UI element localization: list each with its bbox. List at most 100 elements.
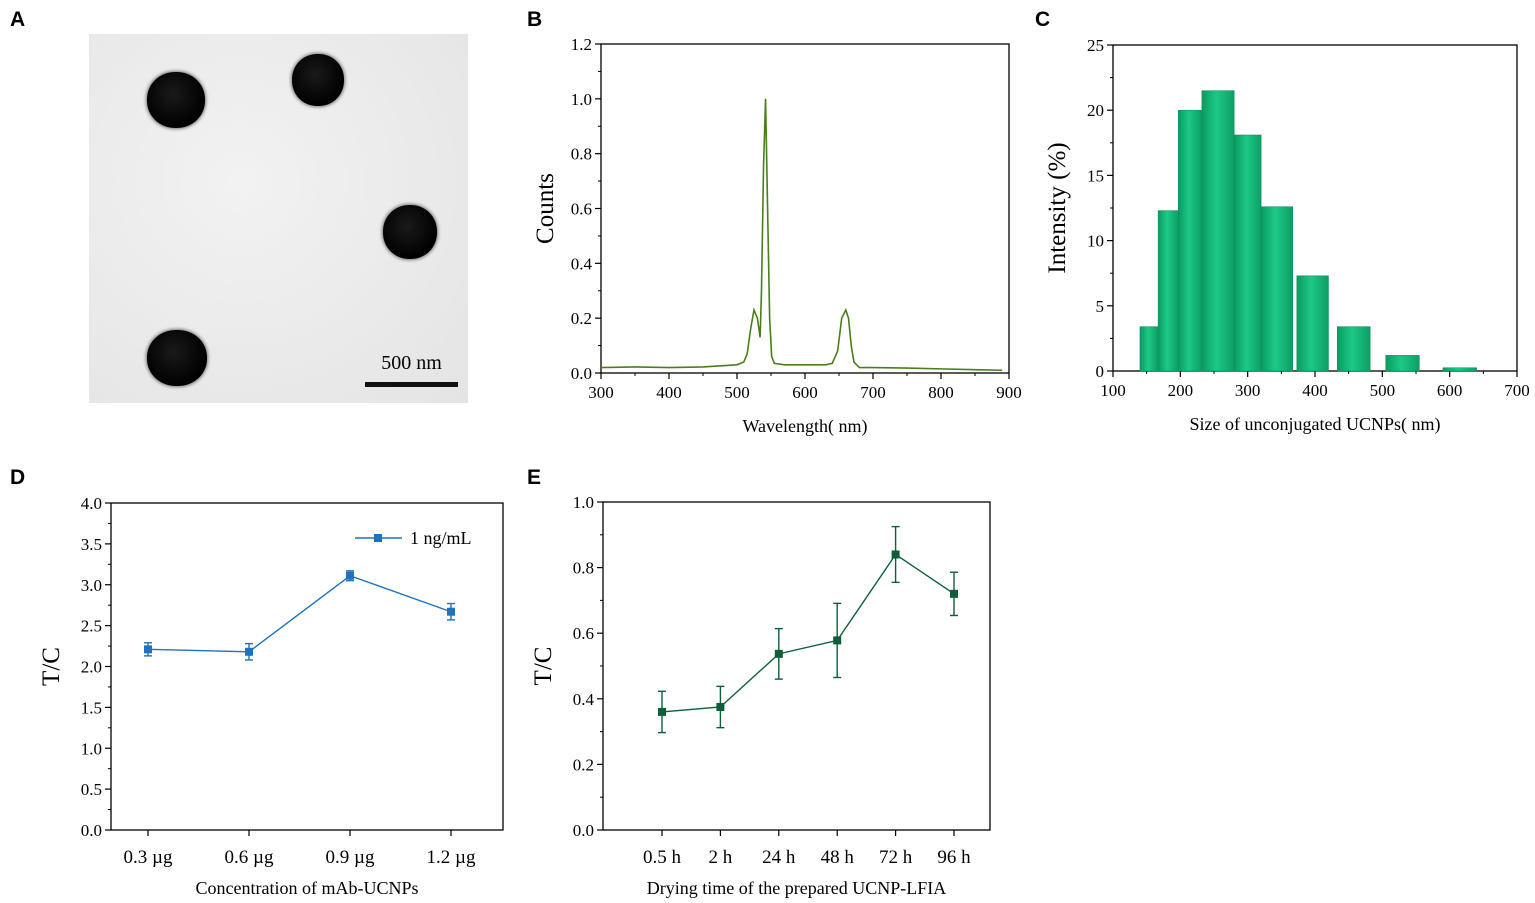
y-tick-label: 1.0 [573,493,594,512]
data-point [716,703,725,711]
data-point [144,645,152,654]
x-tick-label: 800 [928,383,954,402]
y-tick-label: 0.0 [573,821,594,840]
x-tick-label: 700 [860,383,886,402]
y-tick-label: 2.0 [81,658,102,677]
x-category-label: 96 h [937,847,971,868]
x-tick-label: 700 [1504,381,1530,400]
chart-C: 0 5 10 15 20 25 100 200 300 400 500 600 700 Size of u… [1044,36,1530,435]
y-tick-label: 0.5 [81,780,102,799]
nanoparticle [147,330,207,386]
y-tick-label: 15 [1087,166,1104,185]
x-category-label: 0.9 µg [326,847,375,868]
y-tick-label: 25 [1087,36,1104,55]
histogram-bar [1233,134,1262,372]
y-axis-label: Intensity (%) [1044,142,1071,273]
plot-frame [602,501,991,831]
y-tick-label: 5 [1096,297,1105,316]
panel-label-e: E [527,466,542,489]
y-tick-label: 20 [1087,101,1104,120]
scale-bar-label: 500 nm [381,352,442,374]
y-axis-label: T/C [530,647,557,686]
x-axis-label: Wavelength( nm) [742,416,867,437]
y-tick-label: 1.2 [571,35,592,54]
histogram-bar [1336,326,1371,372]
x-tick-label: 100 [1100,381,1126,400]
data-point [891,550,900,559]
scale-bar [365,382,458,387]
x-tick-label: 200 [1168,381,1194,400]
series-line [147,574,452,653]
y-tick-label: 10 [1087,232,1104,251]
y-tick-label: 0.6 [571,200,592,219]
nanoparticle [292,54,344,106]
panel-label-a: A [10,8,26,31]
x-category-label: 72 h [879,847,913,868]
plot-frame [600,43,1010,374]
x-category-label: 2 h [709,847,733,868]
y-tick-label: 3.5 [81,535,102,554]
data-point [774,649,783,658]
chart-D: 0.0 0.5 1.0 1.5 2.0 2.5 3.0 3.5 4.0 0.3 µg 0.6 µg 0… [38,494,504,898]
x-tick-label: 400 [656,383,682,402]
data-point [950,589,958,598]
x-tick-label: 300 [588,383,614,402]
panel-label-c: C [1035,8,1051,31]
legend-marker [374,534,382,542]
y-tick-label: 2.5 [81,617,102,636]
x-tick-label: 400 [1302,381,1328,400]
data-point [245,647,253,656]
x-category-label: 48 h [821,847,855,868]
data-point [447,607,455,616]
x-category-label: 1.2 µg [427,847,476,868]
nanoparticle [383,205,437,259]
x-category-label: 24 h [762,847,796,868]
data-point [658,707,666,716]
y-tick-label: 1.0 [81,739,102,758]
x-category-label: 0.5 h [643,847,682,868]
x-axis-label: Concentration of mAb-UCNPs [196,878,419,898]
x-axis-label: Size of unconjugated UCNPs( nm) [1190,414,1441,435]
histogram-bar [1157,210,1179,372]
y-tick-label: 0.4 [571,254,593,273]
y-tick-label: 0.6 [573,624,594,643]
histogram-bar [1201,90,1235,372]
y-tick-label: 4.0 [81,494,102,513]
y-tick-label: 3.0 [81,576,102,595]
x-tick-label: 300 [1235,381,1261,400]
histogram-bar [1178,109,1203,372]
y-axis-label: T/C [38,647,65,686]
y-tick-label: 0.2 [571,309,592,328]
x-tick-label: 500 [1370,381,1396,400]
x-category-label: 0.6 µg [225,847,274,868]
y-tick-label: 1.5 [81,698,102,717]
panel-label-d: D [10,466,26,489]
histogram-bar [1296,275,1329,372]
y-tick-label: 0 [1096,362,1105,381]
x-tick-label: 500 [724,383,750,402]
tem-micrograph: 500 nm [89,34,468,403]
y-tick-label: 0.0 [81,821,102,840]
chart-E: 0.0 0.2 0.4 0.6 0.8 1.0 0.5 h 2 h 24 h 48 h 72 h 96… [530,493,991,898]
histogram-bar [1260,206,1294,372]
x-tick-label: 600 [792,383,818,402]
y-tick-label: 0.8 [573,559,594,578]
data-point [833,636,842,645]
x-tick-label: 600 [1437,381,1463,400]
legend-label: 1 ng/mL [410,528,472,548]
x-category-label: 0.3 µg [124,847,173,868]
y-axis-label: Counts [532,173,559,244]
y-tick-label: 0.2 [573,755,594,774]
plot-frame [110,502,504,831]
histogram-bar [1385,355,1420,372]
nanoparticle [147,72,205,128]
chart-B: 0.0 0.2 0.4 0.6 0.8 1.0 1.2 300 400 500 600 700 800 9… [532,35,1022,437]
histogram-bar [1442,367,1477,372]
y-tick-label: 0.4 [573,690,595,709]
panel-label-b: B [527,8,543,31]
data-point [346,571,354,580]
x-tick-label: 900 [996,383,1022,402]
spectrum-line [600,98,1003,372]
histogram-bar [1139,326,1159,372]
